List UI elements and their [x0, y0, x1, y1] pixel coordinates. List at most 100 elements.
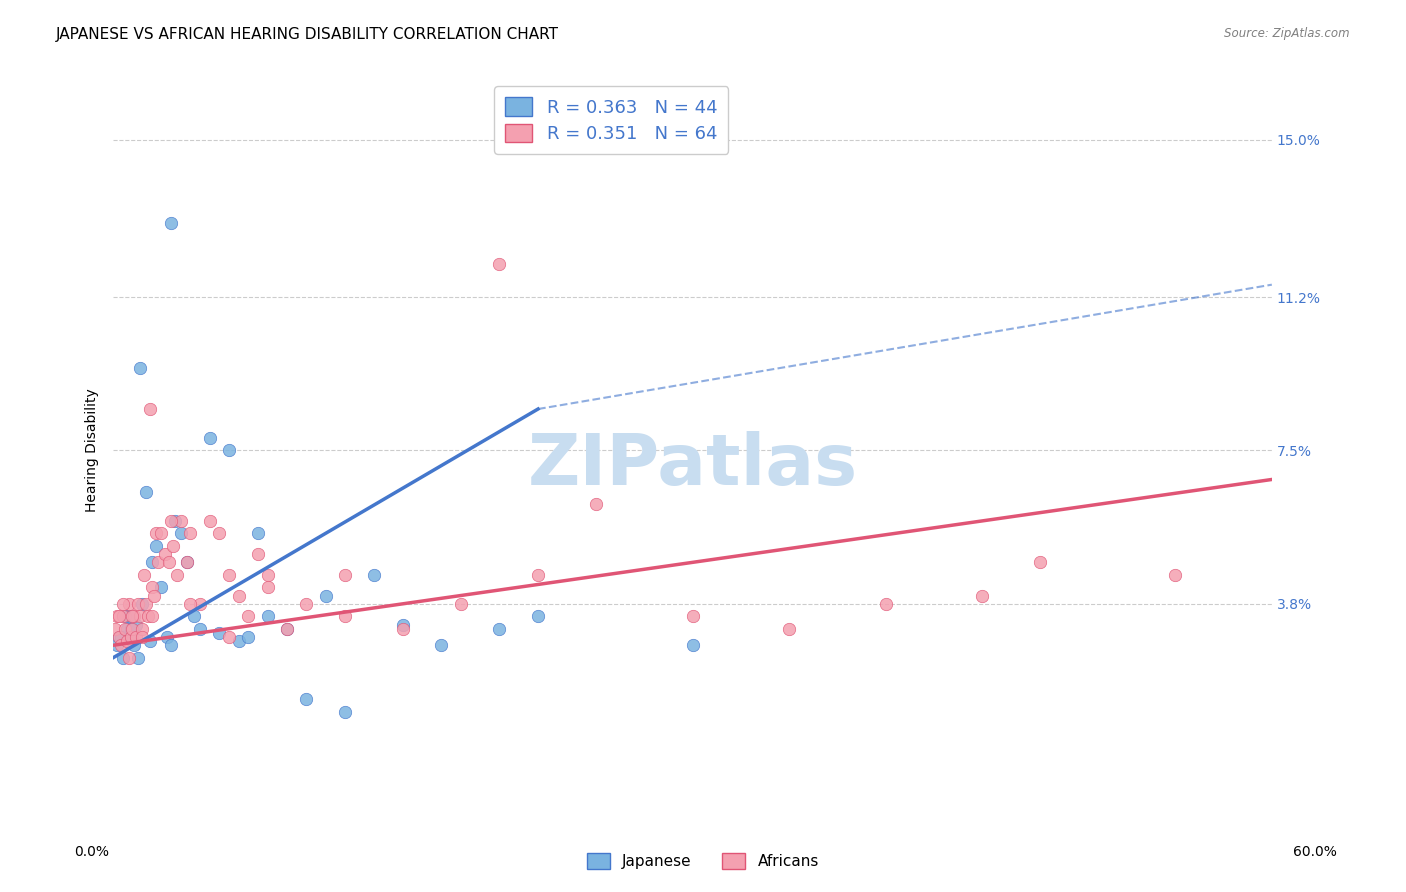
Point [163, 514, 186, 528]
Point [228, 634, 250, 648]
Point [121, 609, 143, 624]
Point [108, 630, 131, 644]
Point [114, 622, 136, 636]
Point [104, 622, 127, 636]
Point [176, 555, 198, 569]
Point [117, 609, 139, 624]
Point [228, 589, 250, 603]
Point [124, 638, 146, 652]
Point [139, 634, 162, 648]
Point [155, 547, 177, 561]
Point [363, 567, 385, 582]
Point [1164, 567, 1187, 582]
Point [120, 630, 142, 644]
Point [150, 580, 173, 594]
Text: Source: ZipAtlas.com: Source: ZipAtlas.com [1225, 27, 1350, 40]
Point [127, 650, 149, 665]
Point [132, 567, 155, 582]
Point [333, 705, 356, 719]
Point [108, 630, 131, 644]
Point [276, 622, 298, 636]
Point [176, 555, 198, 569]
Point [129, 609, 152, 624]
Point [188, 597, 211, 611]
Legend: Japanese, Africans: Japanese, Africans [581, 847, 825, 875]
Point [430, 638, 453, 652]
Point [121, 622, 143, 636]
Point [146, 555, 169, 569]
Point [131, 622, 153, 636]
Point [115, 634, 138, 648]
Point [129, 360, 152, 375]
Point [139, 402, 162, 417]
Point [105, 638, 128, 652]
Point [110, 630, 132, 644]
Point [127, 597, 149, 611]
Point [108, 609, 131, 624]
Point [218, 630, 240, 644]
Point [488, 257, 510, 271]
Point [114, 609, 136, 624]
Point [120, 622, 142, 636]
Point [141, 580, 163, 594]
Point [295, 692, 318, 706]
Point [117, 650, 139, 665]
Point [1029, 555, 1052, 569]
Point [136, 609, 159, 624]
Point [131, 630, 153, 644]
Point [111, 609, 134, 624]
Point [179, 597, 201, 611]
Point [160, 638, 183, 652]
Point [150, 526, 173, 541]
Point [585, 497, 607, 511]
Point [682, 638, 704, 652]
Point [135, 597, 157, 611]
Point [972, 589, 994, 603]
Point [115, 622, 138, 636]
Point [247, 526, 270, 541]
Point [124, 609, 146, 624]
Point [170, 514, 193, 528]
Point [256, 567, 278, 582]
Point [125, 617, 148, 632]
Point [179, 526, 201, 541]
Point [527, 567, 550, 582]
Point [145, 539, 167, 553]
Point [315, 589, 337, 603]
Point [488, 622, 510, 636]
Point [166, 567, 188, 582]
Point [295, 597, 318, 611]
Point [198, 514, 221, 528]
Point [156, 630, 179, 644]
Point [157, 555, 180, 569]
Point [392, 617, 415, 632]
Point [105, 609, 128, 624]
Point [682, 609, 704, 624]
Point [183, 609, 205, 624]
Point [160, 215, 183, 229]
Text: 0.0%: 0.0% [75, 846, 108, 859]
Point [247, 547, 270, 561]
Point [131, 597, 153, 611]
Point [125, 630, 148, 644]
Point [875, 597, 897, 611]
Point [333, 609, 356, 624]
Point [121, 630, 143, 644]
Point [333, 567, 356, 582]
Text: JAPANESE VS AFRICAN HEARING DISABILITY CORRELATION CHART: JAPANESE VS AFRICAN HEARING DISABILITY C… [56, 27, 560, 42]
Point [145, 526, 167, 541]
Point [142, 589, 165, 603]
Point [135, 484, 157, 499]
Point [141, 609, 163, 624]
Point [450, 597, 472, 611]
Point [141, 555, 163, 569]
Point [276, 622, 298, 636]
Point [256, 580, 278, 594]
Text: 60.0%: 60.0% [1292, 846, 1337, 859]
Y-axis label: Hearing Disability: Hearing Disability [86, 389, 100, 512]
Point [256, 609, 278, 624]
Point [111, 650, 134, 665]
Point [208, 526, 231, 541]
Point [238, 630, 260, 644]
Point [111, 597, 134, 611]
